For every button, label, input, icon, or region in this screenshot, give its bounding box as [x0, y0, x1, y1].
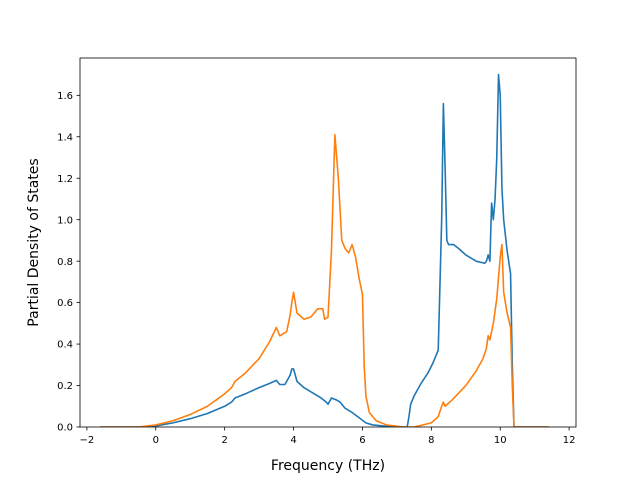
x-tick-label: −2: [80, 435, 95, 446]
y-tick-label: 1.0: [57, 215, 73, 226]
x-tick-label: 12: [563, 435, 576, 446]
y-tick-label: 0.4: [57, 340, 73, 351]
x-tick-label: 4: [290, 435, 296, 446]
series-line-2: [99, 133, 550, 427]
y-axis-ticks: 0.0 0.2 0.4 0.6 0.8 1.0 1.2 1.4 1.6: [57, 91, 80, 434]
y-tick-label: 1.4: [57, 132, 73, 143]
y-tick-label: 1.6: [57, 91, 73, 102]
x-tick-label: 8: [428, 435, 434, 446]
y-tick-label: 1.2: [57, 174, 73, 185]
y-tick-label: 0.8: [57, 257, 73, 268]
x-axis-ticks: −2 0 2 4 6 8 10 12: [80, 427, 576, 446]
y-tick-label: 0.2: [57, 381, 73, 392]
x-tick-label: 10: [494, 435, 507, 446]
y-tick-label: 0.6: [57, 298, 73, 309]
x-tick-label: 6: [359, 435, 365, 446]
x-tick-label: 2: [221, 435, 227, 446]
x-tick-label: 0: [153, 435, 159, 446]
y-axis-title: Partial Density of States: [26, 158, 42, 326]
axes-frame: [79, 57, 577, 428]
series-line-1: [99, 73, 550, 427]
series-layer: [99, 73, 550, 427]
x-axis-title: Frequency (THz): [271, 458, 385, 474]
y-tick-label: 0.0: [57, 423, 73, 434]
